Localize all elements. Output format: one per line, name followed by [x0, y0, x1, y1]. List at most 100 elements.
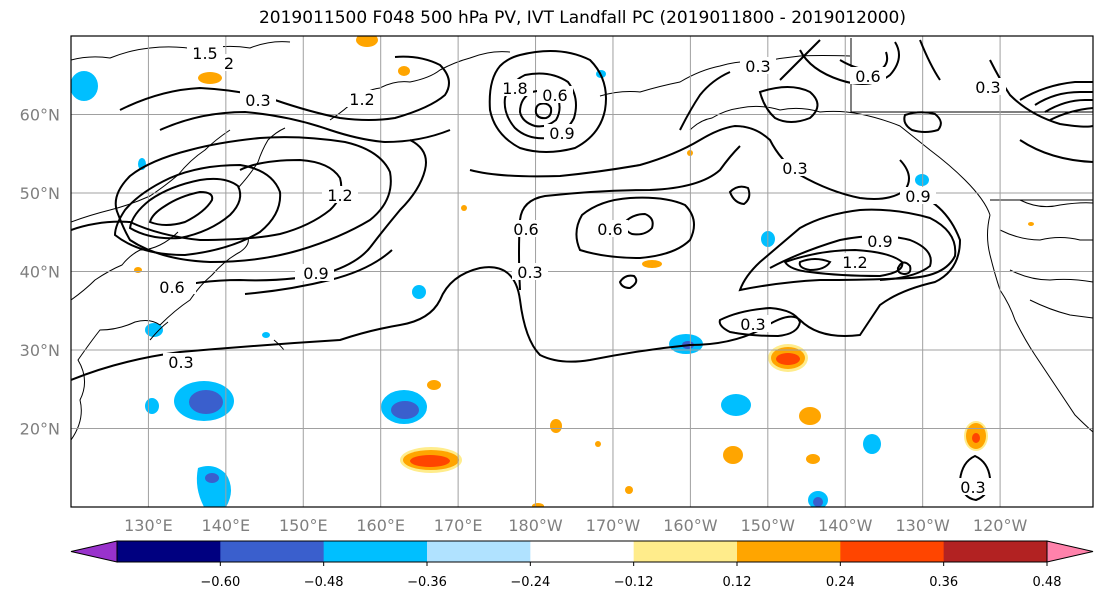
colorbar-segment: [633, 541, 738, 562]
colorbar-segment: [323, 541, 428, 562]
lon-tick-label: 170°W: [586, 516, 641, 535]
shaded-blob-neg: [669, 334, 703, 354]
colorbar-segment: [840, 541, 945, 562]
lon-tick-label: 170°E: [434, 516, 483, 535]
colorbar-segment: [530, 541, 635, 562]
contour-label: 0.3: [740, 315, 765, 334]
lon-tick-label: 130°E: [124, 516, 173, 535]
contour-label-bg: [735, 315, 771, 332]
colorbar: −0.60 −0.48 −0.36 −0.24 −0.12 0.12 0.24 0.36 0.4…: [70, 540, 1094, 590]
contour-label-bg: [777, 159, 813, 176]
contour-label: 0.3: [960, 478, 985, 497]
contour-label: 1.2: [842, 253, 867, 272]
colorbar-tick-label: −0.24: [510, 575, 550, 590]
contour-label-bg: [850, 67, 886, 84]
contour-label-bg: [508, 220, 544, 237]
contour-label-bg: [740, 57, 776, 74]
contour-label-bg: [837, 253, 873, 270]
contour-label: 0.6: [855, 67, 880, 86]
colorbar-segment: [117, 541, 221, 562]
colorbar-segment: [737, 541, 841, 562]
shaded-blob-neg: [196, 466, 231, 507]
shaded-blob-pos: [768, 344, 808, 372]
colorbar-tick-label: −0.12: [614, 575, 654, 590]
contour-label: 0.9: [905, 187, 930, 206]
colorbar-segment: [220, 541, 325, 562]
contour-label: 0.3: [782, 159, 807, 178]
colorbar-segment: [943, 541, 1048, 562]
contour-label: 0.3: [245, 91, 270, 110]
colorbar-extend-low: [70, 540, 118, 563]
shaded-blob-neg: [174, 381, 234, 421]
shaded-blob-neg: [381, 390, 427, 424]
contour-label-bg: [344, 90, 380, 107]
lat-tick-label: 50°N: [20, 184, 60, 203]
contour-label-bg: [537, 86, 573, 103]
contour-label: 1.2: [327, 186, 352, 205]
contour-label-bg: [862, 232, 898, 249]
lon-tick-label: 160°E: [356, 516, 405, 535]
lon-tick-label: 150°W: [741, 516, 796, 535]
lon-tick-label: 150°E: [279, 516, 328, 535]
contour-label-bg: [154, 278, 190, 295]
shaded-blob-neg: [71, 71, 98, 101]
contour-label-bg: [955, 478, 991, 495]
contour-label: 0.9: [867, 232, 892, 251]
pv-contours: [71, 39, 1093, 502]
contour-label: 1.8: [502, 79, 527, 98]
colorbar-tick-label: 0.48: [1033, 575, 1062, 590]
contour-label-bg: [187, 44, 223, 61]
shaded-blob-pos: [134, 36, 1034, 507]
contour-label: 0.9: [549, 124, 574, 143]
lon-tick-label: 120°W: [973, 516, 1028, 535]
contour-label: 0.3: [975, 78, 1000, 97]
contour-label-bg: [221, 54, 237, 71]
lat-tick-label: 60°N: [20, 106, 60, 125]
colorbar-segment: [427, 541, 531, 562]
shaded-blob-neg: [721, 394, 751, 416]
contour-label-bg: [322, 186, 358, 203]
tick-labels: 20°N 30°N 40°N 50°N 60°N 130°E 140°E 150°E 160°E…: [20, 106, 1028, 536]
map-frame: [70, 35, 1094, 508]
contour-label-bg: [544, 124, 580, 141]
contour-label: 0.6: [513, 220, 538, 239]
contour-label-bg: [163, 353, 199, 370]
colorbar-tick-label: −0.36: [407, 575, 447, 590]
colorbar-tick-label: −0.60: [200, 575, 240, 590]
contour-label: 1.2: [349, 90, 374, 109]
colorbar-tick-label: 0.36: [929, 575, 958, 590]
contour-label-bg: [298, 264, 334, 281]
lat-tick-label: 30°N: [20, 341, 60, 360]
figure-title: 2019011500 F048 500 hPa PV, IVT Landfall…: [258, 8, 906, 28]
colorbar-tick-label: 0.24: [826, 575, 855, 590]
contour-label-bg: [512, 263, 548, 280]
contour-label: 2: [224, 54, 234, 73]
lat-tick-label: 40°N: [20, 263, 60, 282]
colorbar-tick-label: 0.12: [723, 575, 752, 590]
lon-tick-label: 160°W: [663, 516, 718, 535]
shaded-blob-pos: [964, 421, 988, 451]
contour-label-bg: [497, 79, 533, 96]
colorbar-frame: [116, 540, 1048, 563]
contour-label-bg: [240, 91, 276, 108]
contour-label: 0.6: [542, 86, 567, 105]
lat-tick-label: 20°N: [20, 420, 60, 439]
contour-label-bg: [970, 78, 1006, 95]
lon-tick-label: 130°W: [895, 516, 950, 535]
colorbar-extend-high: [1046, 540, 1094, 563]
contour-label: 1.5: [192, 44, 217, 63]
contour-label: 0.3: [745, 57, 770, 76]
lon-tick-label: 140°E: [202, 516, 251, 535]
contour-label: 0.6: [159, 278, 184, 297]
shaded-blob-pos: [400, 447, 462, 473]
contour-labels: 1.51.20.321.80.90.60.31.20.90.60.30.90.3…: [154, 44, 1006, 497]
contour-label: 0.6: [597, 220, 622, 239]
contour-label-bg: [900, 187, 936, 204]
contour-label-bg: [592, 220, 628, 237]
colorbar-tick-label: −0.48: [304, 575, 344, 590]
contour-label: 0.9: [303, 264, 328, 283]
lon-tick-label: 180°W: [508, 516, 563, 535]
lon-tick-label: 140°W: [818, 516, 873, 535]
contour-label: 0.3: [517, 263, 542, 282]
